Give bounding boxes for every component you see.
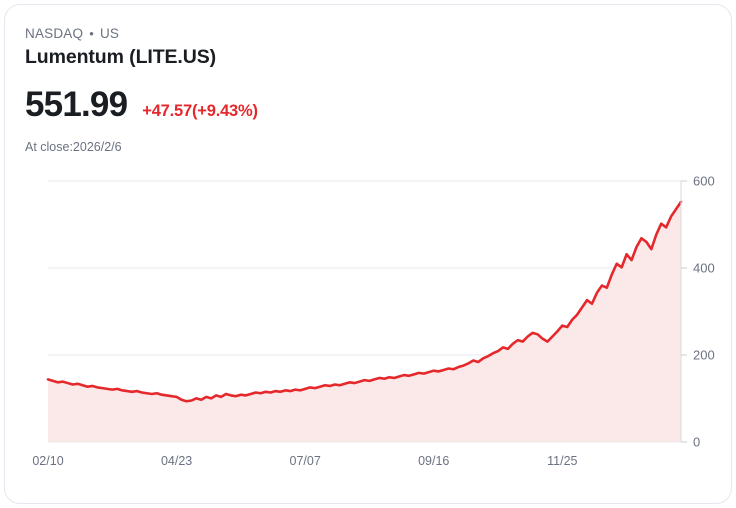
- market-status: At close:2026/2/6: [25, 140, 122, 154]
- x-tick-label: 04/23: [161, 454, 192, 468]
- chart-area-fill: [48, 201, 681, 442]
- y-axis: 0 200 400 600: [680, 174, 715, 450]
- price-row: 551.99 +47.57(+9.43%): [25, 85, 711, 125]
- y-tick-label: 0: [693, 435, 700, 450]
- exchange-name: NASDAQ: [25, 26, 84, 41]
- y-tick-label: 600: [693, 174, 715, 189]
- x-tick-label: 11/25: [547, 454, 577, 468]
- y-tick-label: 200: [693, 348, 715, 363]
- current-price: 551.99: [25, 85, 128, 124]
- separator-dot: •: [89, 26, 94, 41]
- area-fill-path: [48, 201, 681, 442]
- x-tick-label: 07/07: [290, 454, 321, 468]
- region-label: US: [99, 26, 120, 41]
- y-tick-label: 400: [693, 261, 715, 276]
- page-title: Lumentum (LITE.US): [25, 46, 217, 68]
- price-chart[interactable]: 0 200 400 600 02/10 04/23 07/07 09/16 11/25: [5, 165, 732, 485]
- x-tick-label: 09/16: [418, 454, 449, 468]
- exchange-row: NASDAQ • US: [25, 25, 711, 43]
- x-axis: 02/10 04/23 07/07 09/16 11/25: [32, 454, 577, 468]
- stock-quote-card: NASDAQ • US Lumentum (LITE.US) 551.99 +4…: [4, 4, 732, 504]
- line-path: [46, 200, 683, 403]
- quote-header: NASDAQ • US Lumentum (LITE.US) 551.99 +4…: [25, 25, 711, 155]
- chart-svg[interactable]: 0 200 400 600 02/10 04/23 07/07 09/16 11/25: [5, 165, 732, 485]
- price-change: +47.57(+9.43%): [142, 102, 258, 120]
- chart-line: [46, 200, 683, 403]
- x-tick-label: 02/10: [32, 454, 63, 468]
